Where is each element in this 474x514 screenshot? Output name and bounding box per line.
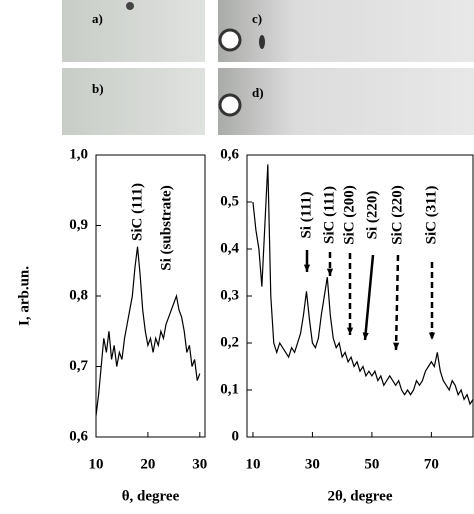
x-tick-label: 20: [140, 456, 155, 472]
y-tick-label: 0,9: [69, 217, 88, 233]
spot: [259, 35, 265, 49]
y-tick-label: 0,3: [220, 287, 239, 303]
y-tick-label: 0,7: [69, 358, 88, 374]
y-tick-label: 0,5: [220, 193, 239, 209]
arrow-head: [303, 264, 311, 272]
x-tick-label: 50: [364, 456, 379, 472]
peak-label: SiC (111): [129, 183, 145, 241]
arrow-head: [326, 268, 334, 276]
peak-label: Si (substrate): [158, 185, 174, 270]
arrow-head: [362, 332, 369, 340]
peak-label: Si (220): [364, 191, 380, 240]
y-axis-label: I, arb.un.: [16, 266, 32, 326]
y-tick-label: 1,0: [69, 146, 88, 162]
peak-label: Si (111): [298, 191, 314, 238]
y-tick-label: 0,6: [220, 146, 239, 162]
panel-label: c): [252, 11, 262, 26]
arrow-head: [346, 327, 354, 335]
micrograph: [62, 0, 205, 62]
micrograph: [62, 68, 205, 135]
peak-label: SiC (220): [389, 185, 405, 245]
y-tick-label: 0,8: [69, 287, 88, 303]
arrow-head: [393, 342, 400, 350]
x-tick-label: 70: [424, 456, 439, 472]
micrograph: [218, 0, 474, 62]
panel-label: a): [92, 11, 103, 26]
x-axis-label: θ, degree: [122, 488, 180, 504]
x-axis-label: 2θ, degree: [327, 488, 392, 504]
plot-frame: [95, 154, 206, 438]
panel-label: d): [252, 85, 264, 100]
y-tick-label: 0,6: [69, 428, 88, 444]
arrow-shaft: [363, 254, 375, 341]
data-line: [95, 246, 201, 416]
y-tick-label: 0,2: [220, 334, 239, 350]
hole: [218, 93, 242, 117]
spot: [126, 2, 134, 10]
panel-label: b): [92, 81, 104, 96]
y-tick-label: 0: [232, 428, 240, 444]
y-tick-label: 0,1: [220, 381, 239, 397]
x-tick-label: 30: [192, 456, 207, 472]
y-tick-label: 0,4: [220, 240, 239, 256]
data-line: [252, 164, 474, 406]
hole: [218, 28, 242, 52]
arrow-shaft: [394, 254, 400, 351]
x-tick-label: 30: [305, 456, 320, 472]
micrograph: [218, 68, 474, 135]
x-tick-label: 10: [89, 456, 104, 472]
arrow-head: [428, 332, 436, 340]
x-tick-label: 10: [245, 456, 260, 472]
peak-label: SiC (311): [423, 186, 439, 245]
peak-label: SiC (111): [321, 186, 337, 244]
peak-label: SiC (200): [341, 185, 357, 245]
